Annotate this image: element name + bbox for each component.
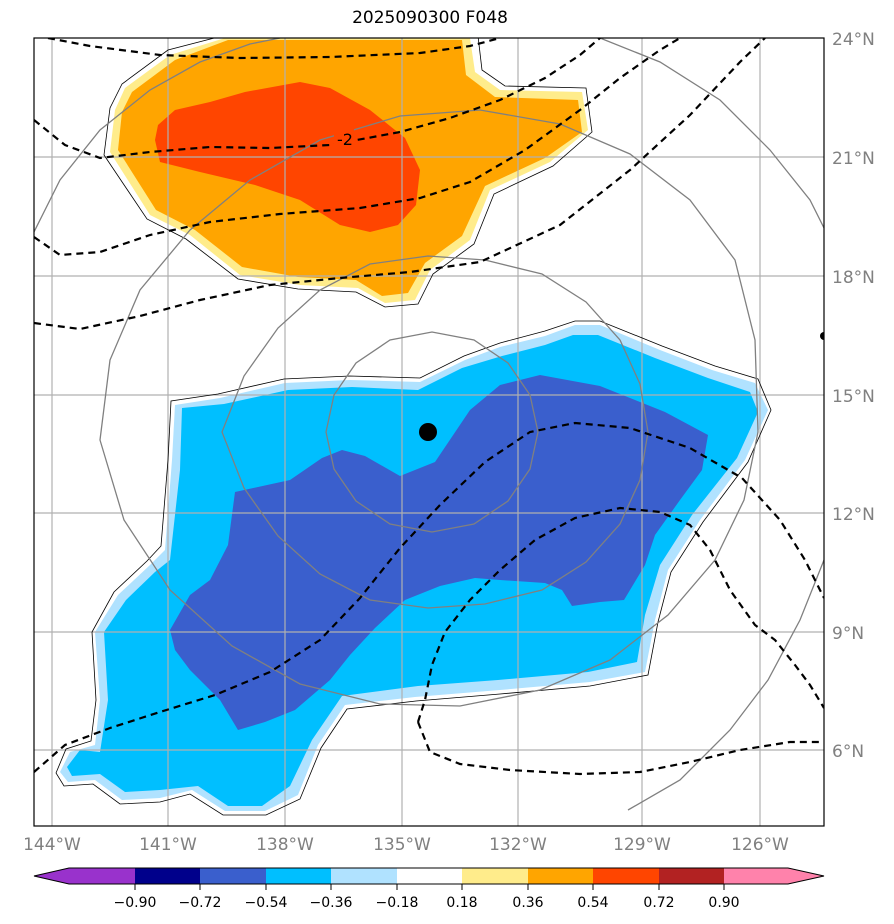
colorbar-tick-label: −0.36 [310,895,353,911]
lon-label: 138°W [256,835,314,855]
colorbar-segment [659,868,724,884]
lat-label: 21°N [832,149,875,169]
storm-center-marker [419,423,437,441]
colorbar-tick-label: 0.72 [643,895,674,911]
colorbar-tick-label: −0.72 [179,895,222,911]
colorbar-segment [331,868,397,884]
lon-label: 132°W [489,835,547,855]
dashed-contours [34,38,824,776]
map-frame [33,37,825,827]
edge-marker [820,332,824,340]
colorbar-outline [33,867,825,885]
colorbar-segment [462,868,528,884]
negative-anomaly-outline [55,320,772,816]
colorbar-extend-high [788,868,824,884]
colorbar-tick-label: 0.54 [577,895,608,911]
contour-label: -2 [337,130,353,149]
colorbar-segment [397,868,462,884]
colorbar-tick-label: 0.36 [512,895,543,911]
colorbar-segment [266,868,331,884]
latitude-labels: 24°N 21°N 18°N 15°N 12°N 9°N 6°N [832,30,875,762]
contour-label-background [334,128,354,148]
map-title: 2025090300 F048 [352,8,508,28]
graticule [34,38,824,826]
lat-label: 15°N [832,387,875,407]
lat-label: 12°N [832,505,875,525]
colorbar: −0.90 −0.72 −0.54 −0.36 −0.18 0.18 0.36 … [33,867,825,911]
colorbar-extend-low [34,868,69,884]
colorbar-segment [200,868,266,884]
colorbar-tick-label: −0.90 [114,895,157,911]
colorbar-tick-label: 0.90 [708,895,739,911]
positive-anomaly-outline [103,38,593,308]
lon-label: 129°W [613,835,671,855]
colorbar-segment [135,868,200,884]
lat-label: 9°N [832,624,864,644]
colorbar-tick-label: −0.54 [245,895,288,911]
colorbar-segment [528,868,593,884]
colorbar-ticks [134,884,725,890]
colorbar-segment [724,868,788,884]
lat-label: 6°N [832,742,864,762]
longitude-labels: 144°W 141°W 138°W 135°W 132°W 129°W 126°… [23,835,789,855]
lat-label: 24°N [832,30,875,50]
lat-label: 18°N [832,268,875,288]
colorbar-tick-label: 0.18 [446,895,477,911]
lon-label: 141°W [139,835,197,855]
lon-label: 144°W [23,835,81,855]
colorbar-segment [593,868,659,884]
lon-label: 126°W [731,835,789,855]
negative-anomaly-054 [170,375,708,730]
colorbar-segment [69,868,135,884]
lon-label: 135°W [373,835,431,855]
range-rings [34,38,824,811]
colorbar-tick-label: −0.18 [376,895,419,911]
